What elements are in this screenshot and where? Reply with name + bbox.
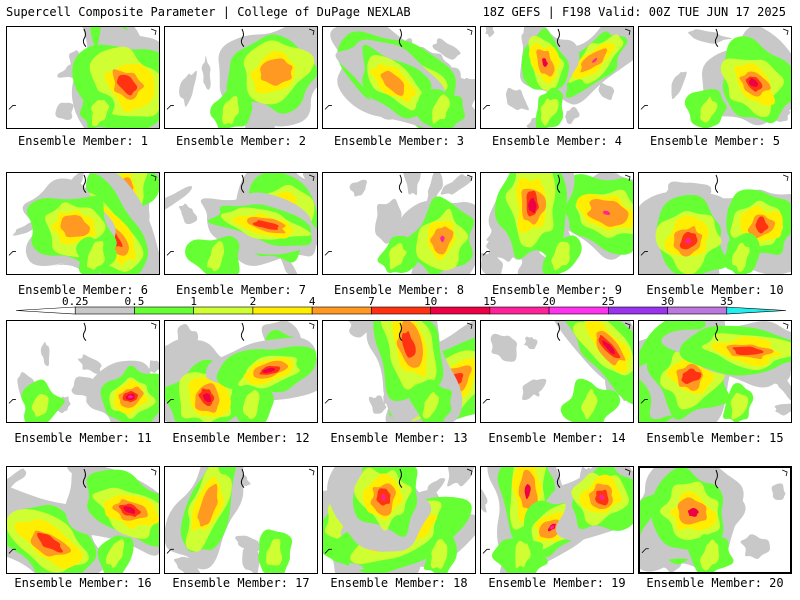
legend-tick-label: 1 xyxy=(190,296,197,308)
scp-map xyxy=(324,27,475,128)
ensemble-member-label-5: Ensemble Member: 5 xyxy=(649,134,781,148)
scp-map xyxy=(324,173,475,274)
scp-map xyxy=(8,322,159,422)
ensemble-member-label-17: Ensemble Member: 17 xyxy=(172,576,310,590)
scp-map xyxy=(165,321,317,422)
ensemble-member-label-8: Ensemble Member: 8 xyxy=(333,283,465,297)
ensemble-member-label-14: Ensemble Member: 14 xyxy=(488,431,626,445)
ensemble-member-panel-19[interactable] xyxy=(480,466,634,574)
scp-map xyxy=(8,173,159,274)
ensemble-member-label-20: Ensemble Member: 20 xyxy=(646,576,784,590)
ensemble-member-label-19: Ensemble Member: 19 xyxy=(488,576,626,590)
ensemble-member-panel-10[interactable] xyxy=(638,172,792,275)
legend-tick-label: 10 xyxy=(424,296,437,308)
ensemble-member-panel-7[interactable] xyxy=(164,172,318,275)
ensemble-member-label-1: Ensemble Member: 1 xyxy=(17,134,149,148)
legend-tick-label: 7 xyxy=(368,296,375,308)
legend-swatch xyxy=(134,306,194,315)
legend-tick-label: 15 xyxy=(483,296,496,308)
ensemble-member-panel-18[interactable] xyxy=(322,466,476,574)
legend-tick-label: 25 xyxy=(602,296,615,308)
scp-map xyxy=(640,27,791,128)
legend-swatch xyxy=(667,306,728,315)
ensemble-member-label-12: Ensemble Member: 12 xyxy=(172,431,310,445)
ensemble-member-panel-14[interactable] xyxy=(480,320,634,423)
ensemble-member-label-18: Ensemble Member: 18 xyxy=(330,576,468,590)
ensemble-member-label-15: Ensemble Member: 15 xyxy=(646,431,784,445)
legend-swatch xyxy=(193,306,254,315)
scp-map xyxy=(481,467,633,573)
ensemble-member-panel-15[interactable] xyxy=(638,320,792,423)
scp-map xyxy=(165,467,315,573)
legend-tick-label: 35 xyxy=(720,296,733,308)
ensemble-member-label-16: Ensemble Member: 16 xyxy=(14,576,152,590)
scp-map xyxy=(7,467,159,573)
legend-tick-label: 0.5 xyxy=(125,296,145,308)
scp-map xyxy=(8,27,159,128)
legend-swatch xyxy=(548,306,609,315)
scp-map xyxy=(482,27,633,128)
ensemble-member-label-6: Ensemble Member: 6 xyxy=(17,283,149,297)
ensemble-member-panel-3[interactable] xyxy=(322,26,476,129)
legend-swatch xyxy=(430,306,491,315)
ensemble-member-panel-16[interactable] xyxy=(6,466,160,574)
legend-tick-label: 30 xyxy=(661,296,674,308)
legend-arrow-right xyxy=(726,306,787,315)
ensemble-member-panel-2[interactable] xyxy=(164,26,318,129)
legend-tick-label: 2 xyxy=(250,296,257,308)
legend-swatch xyxy=(608,306,668,315)
ensemble-member-panel-5[interactable] xyxy=(638,26,792,129)
ensemble-member-panel-4[interactable] xyxy=(480,26,634,129)
ensemble-member-panel-11[interactable] xyxy=(6,320,160,423)
ensemble-member-label-4: Ensemble Member: 4 xyxy=(491,134,623,148)
ensemble-member-panel-6[interactable] xyxy=(6,172,160,275)
ensemble-member-panel-8[interactable] xyxy=(322,172,476,275)
scp-map xyxy=(639,321,791,422)
legend-arrow-left xyxy=(15,306,76,315)
map-title: Supercell Composite Parameter | College … xyxy=(6,5,411,19)
ensemble-member-label-10: Ensemble Member: 10 xyxy=(646,283,784,297)
ensemble-member-panel-12[interactable] xyxy=(164,320,318,423)
scp-map xyxy=(639,174,791,274)
color-legend: 0.25 0.5 1 2 4 7 10 15 20 25 30 35 xyxy=(0,296,800,318)
legend-swatch xyxy=(74,306,135,315)
color-legend-bar: 0.25 0.5 1 2 4 7 10 15 20 25 30 35 xyxy=(15,296,787,315)
run-valid-time: 18Z GEFS | F198 Valid: 00Z TUE JUN 17 20… xyxy=(482,5,786,19)
ensemble-member-label-9: Ensemble Member: 9 xyxy=(491,283,623,297)
scp-map xyxy=(324,321,475,422)
scp-map xyxy=(166,27,317,128)
ensemble-member-label-2: Ensemble Member: 2 xyxy=(175,134,307,148)
ensemble-member-panel-13[interactable] xyxy=(322,320,476,423)
ensemble-member-panel-17[interactable] xyxy=(164,466,318,574)
legend-tick-label: 4 xyxy=(309,296,316,308)
legend-tick-label: 20 xyxy=(542,296,555,308)
legend-swatch xyxy=(371,306,431,315)
legend-swatch xyxy=(489,306,550,315)
ensemble-member-label-13: Ensemble Member: 13 xyxy=(330,431,468,445)
ensemble-member-panel-20[interactable] xyxy=(638,466,792,574)
scp-map xyxy=(640,468,788,572)
ensemble-member-label-11: Ensemble Member: 11 xyxy=(14,431,152,445)
header: Supercell Composite Parameter | College … xyxy=(0,0,800,24)
legend-swatch xyxy=(252,306,313,315)
legend-tick-label: 0.25 xyxy=(62,296,89,308)
ensemble-member-panel-1[interactable] xyxy=(6,26,160,129)
scp-map xyxy=(481,173,633,274)
ensemble-member-panel-9[interactable] xyxy=(480,172,634,275)
legend-swatch xyxy=(311,306,372,315)
scp-map xyxy=(482,321,633,422)
scp-map xyxy=(323,467,475,573)
ensemble-member-label-7: Ensemble Member: 7 xyxy=(175,283,307,297)
ensemble-member-label-3: Ensemble Member: 3 xyxy=(333,134,465,148)
scp-map xyxy=(165,173,317,274)
